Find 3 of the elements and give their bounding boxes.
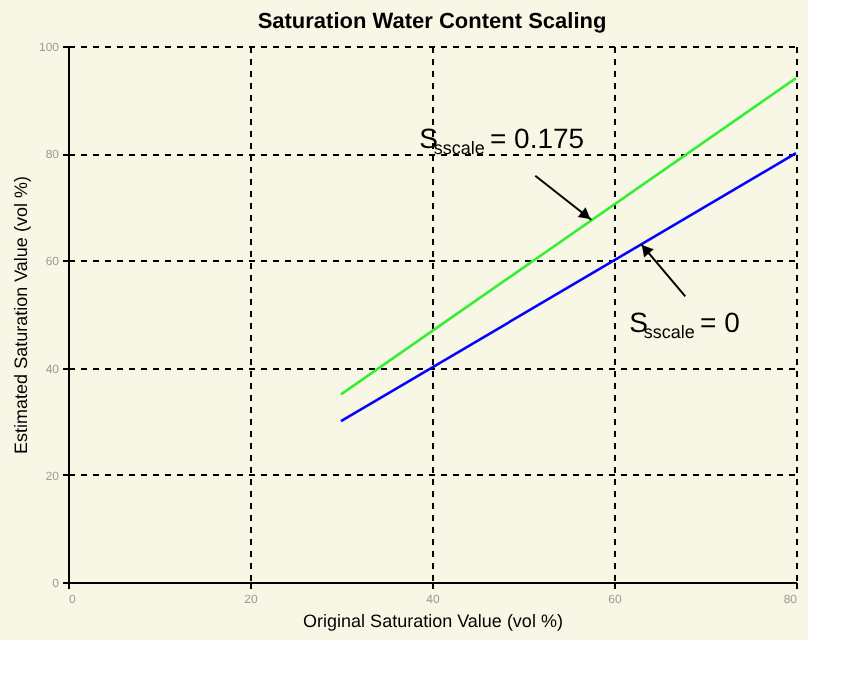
chart-title: Saturation Water Content Scaling — [257, 10, 607, 34]
x-axis-title: Original Saturation Value (vol %) — [303, 611, 563, 631]
y-axis-title: Estimated Saturation Value (vol %) — [10, 176, 31, 454]
